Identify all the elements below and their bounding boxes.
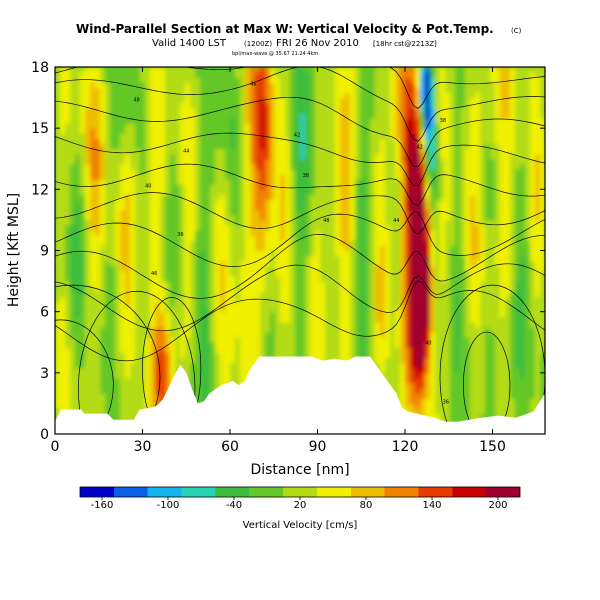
terrain <box>55 356 545 434</box>
colorbar: -160 -100 -40 20 80 140 200 Vertical Velocity … <box>79 486 521 531</box>
x-tick-label: 0 <box>51 439 60 455</box>
colorbar-tick-label: -40 <box>226 500 242 511</box>
isentrope-label: 48 <box>134 98 140 104</box>
isentrope-label: 38 <box>440 118 446 124</box>
isentrope-line <box>55 132 545 187</box>
isentrope-line <box>55 163 545 206</box>
isentrope-loop <box>439 284 545 434</box>
x-tick-label: 120 <box>392 439 419 455</box>
x-axis-label: Distance [nm] <box>250 462 349 478</box>
isentrope-label: 36 <box>443 399 449 405</box>
colorbar-tick-label: 80 <box>360 500 373 511</box>
isentrope-label: 36 <box>177 232 183 238</box>
valid-date: FRI 26 Nov 2010 <box>276 38 359 49</box>
plot-area: 48 46 44 42 40 38 36 48 46 44 42 40 38 36 <box>55 67 545 434</box>
isentrope-label: 46 <box>151 271 157 277</box>
y-tick-label: 15 <box>31 121 49 137</box>
x-tick-label: 30 <box>134 439 152 455</box>
colorbar-tick-label: -160 <box>91 500 114 511</box>
isentrope-line <box>55 233 545 299</box>
isentrope-label: 42 <box>416 145 422 151</box>
colorbar-tick-label: 20 <box>294 500 307 511</box>
y-tick-label: 12 <box>31 182 49 198</box>
colorbar-ticks: -160 -100 -40 20 80 140 200 <box>91 497 508 511</box>
file-info: bpl/max-wave @ 35.67 21.24 4km <box>232 51 318 57</box>
isentrope-label: 48 <box>323 218 329 224</box>
isentrope-label: 38 <box>303 173 309 179</box>
isentrope-line <box>55 280 545 362</box>
isentrope-label: 44 <box>183 149 189 155</box>
y-tick-label: 18 <box>31 60 49 76</box>
isentrope-line <box>55 263 545 332</box>
y-tick-label: 6 <box>40 305 49 321</box>
y-tick-label: 9 <box>40 244 49 260</box>
isentrope-label: 44 <box>393 218 399 224</box>
isentrope-line <box>55 192 545 235</box>
isentrope-loop <box>55 284 161 434</box>
isentrope-labels: 48 46 44 42 40 38 36 48 46 44 42 40 38 36 <box>134 81 449 405</box>
colorbar-tick-label: 140 <box>422 500 441 511</box>
isentrope-label: 40 <box>145 183 151 189</box>
isentropes <box>55 67 545 434</box>
y-axis-label: Height [Kft MSL] <box>6 193 22 307</box>
colorbar-tick-label: -100 <box>157 500 180 511</box>
y-tick-label: 0 <box>40 427 49 443</box>
valid-line: Valid 1400 LST <box>152 38 227 49</box>
y-tick-label: 3 <box>40 366 49 382</box>
isentrope-line <box>55 67 545 142</box>
x-tick-label: 90 <box>309 439 327 455</box>
isentrope-line <box>55 96 545 168</box>
isentrope-loop <box>78 290 196 434</box>
isentrope-label: 40 <box>425 340 431 346</box>
isentrope-line <box>55 211 545 267</box>
x-tick-label: 60 <box>221 439 239 455</box>
colorbar-label: Vertical Velocity [cm/s] <box>243 520 358 531</box>
valid-utc: (1200Z) <box>244 40 272 48</box>
chart-title: Wind-Parallel Section at Max W: Vertical… <box>76 22 494 36</box>
x-tick-label: 150 <box>479 439 506 455</box>
colorbar-ramp <box>79 486 521 498</box>
isentrope-loop <box>463 331 511 434</box>
isentrope-loop <box>142 297 202 434</box>
x-axis: 0 30 60 90 120 150 <box>51 67 506 455</box>
colorbar-tick-label: 200 <box>488 500 507 511</box>
run-info: [18hr cst@2213Z] <box>373 40 437 48</box>
copyright-mark: (C) <box>511 27 522 35</box>
isentrope-loop <box>55 319 114 434</box>
isentrope-line <box>55 67 545 109</box>
isentrope-label: 42 <box>294 132 300 138</box>
isentrope-label: 46 <box>250 81 256 87</box>
